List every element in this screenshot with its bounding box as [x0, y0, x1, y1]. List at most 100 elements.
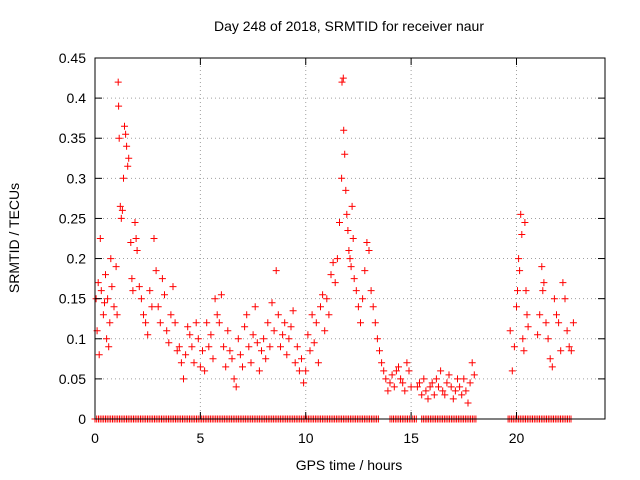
y-tick-label: 0	[78, 411, 86, 427]
data-point	[338, 78, 346, 86]
data-point	[205, 343, 213, 351]
data-point	[124, 162, 132, 170]
data-point	[116, 202, 124, 210]
data-point	[99, 311, 107, 319]
data-point	[106, 319, 114, 327]
data-point	[468, 359, 476, 367]
data-point	[180, 375, 187, 383]
data-point	[310, 339, 318, 347]
data-point	[418, 391, 426, 399]
data-point	[563, 327, 571, 335]
data-point	[129, 287, 137, 295]
data-point	[173, 347, 181, 355]
data-point	[167, 311, 175, 319]
data-point	[346, 255, 354, 263]
data-point	[201, 367, 209, 375]
data-point	[506, 327, 514, 335]
data-point	[121, 122, 128, 130]
data-point	[553, 311, 560, 319]
data-point	[165, 339, 173, 347]
data-point	[456, 383, 464, 391]
data-point	[291, 359, 299, 367]
data-point	[131, 219, 139, 226]
data-point	[192, 319, 200, 327]
data-point	[125, 154, 133, 162]
data-point	[94, 279, 102, 287]
data-point	[133, 247, 141, 254]
data-point	[196, 363, 204, 371]
y-tick-label: 0.05	[59, 371, 86, 387]
x-tick-label: 15	[403, 430, 419, 446]
data-point	[137, 295, 145, 303]
data-point	[325, 311, 333, 319]
data-point	[190, 359, 198, 367]
data-point	[388, 371, 396, 379]
data-point	[458, 391, 466, 399]
data-point	[510, 343, 518, 351]
data-point	[156, 319, 164, 327]
data-point	[413, 383, 421, 391]
y-tick-label: 0.3	[67, 170, 87, 186]
data-point	[430, 391, 438, 399]
y-tick-labels: 0 0.05 0.1 0.15 0.2 0.25 0.3 0.35 0.4 0.45	[59, 50, 86, 427]
data-point	[293, 343, 301, 351]
data-points	[91, 74, 577, 423]
data-point	[112, 263, 120, 271]
data-point	[108, 283, 116, 291]
data-point	[199, 347, 206, 355]
data-point	[302, 367, 310, 375]
data-point	[352, 287, 360, 295]
data-point	[390, 383, 398, 391]
y-axis-label: SRMTID / TECUs	[6, 183, 22, 293]
data-point	[445, 371, 453, 379]
data-point	[298, 355, 305, 363]
data-point	[392, 367, 400, 375]
data-point	[341, 150, 349, 158]
data-point	[363, 239, 371, 246]
data-point	[132, 235, 140, 242]
x-tick-label: 20	[509, 430, 525, 446]
data-point	[331, 279, 339, 287]
data-point	[517, 210, 525, 218]
data-point	[274, 311, 282, 319]
data-point	[350, 275, 358, 283]
data-point	[367, 287, 375, 295]
data-point	[209, 355, 217, 363]
data-point	[217, 291, 225, 299]
data-point	[232, 383, 240, 391]
data-point	[380, 367, 388, 375]
data-point	[420, 375, 428, 383]
data-point	[343, 210, 351, 218]
data-point	[540, 279, 548, 287]
data-point	[567, 347, 575, 355]
data-point	[146, 287, 154, 295]
x-tick-label: 10	[298, 430, 314, 446]
data-point	[339, 74, 347, 82]
data-point	[548, 363, 556, 371]
data-point	[426, 383, 434, 391]
data-point	[565, 343, 573, 351]
data-point	[544, 335, 552, 343]
data-point	[186, 331, 194, 339]
data-point	[345, 247, 353, 254]
data-point	[295, 367, 303, 375]
data-point	[163, 327, 171, 335]
data-point	[228, 355, 236, 363]
data-point	[264, 319, 272, 327]
data-point	[279, 331, 287, 339]
x-tick-label: 0	[91, 430, 99, 446]
data-point	[169, 283, 177, 291]
data-point	[148, 303, 156, 311]
data-point	[323, 295, 331, 303]
chart-title: Day 248 of 2018, SRMTID for receiver nau…	[214, 18, 484, 34]
data-point	[251, 303, 259, 311]
data-point	[150, 235, 158, 242]
data-point	[403, 359, 411, 367]
data-point	[117, 214, 125, 222]
data-point	[317, 303, 324, 311]
data-point	[239, 363, 246, 371]
axis-ticks	[94, 57, 605, 420]
data-point	[319, 291, 327, 299]
data-point	[300, 379, 308, 387]
